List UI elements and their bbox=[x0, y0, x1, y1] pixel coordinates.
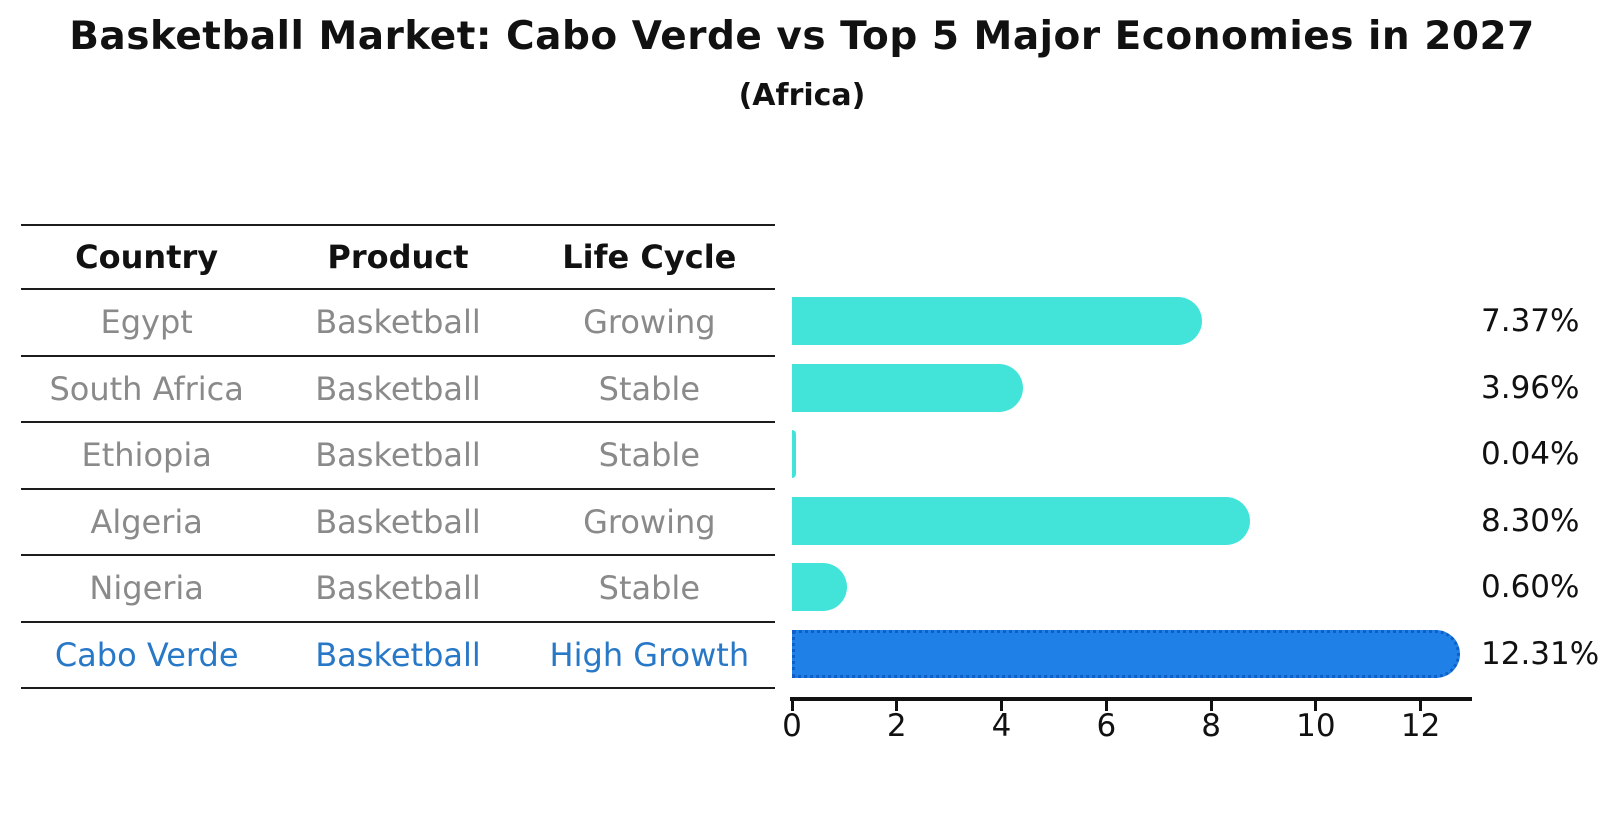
country-cell: South Africa bbox=[49, 369, 244, 408]
lifecycle-cell: Stable bbox=[598, 369, 700, 408]
table-body: Egypt Basketball Growing South Africa Basket… bbox=[21, 290, 775, 689]
value-label-nigeria: 0.60% bbox=[1481, 569, 1580, 606]
bar-egypt bbox=[792, 297, 1202, 345]
bar-south-africa bbox=[792, 363, 1024, 412]
product-cell: Basketball bbox=[315, 436, 481, 475]
table-row-nigeria: Nigeria Basketball Stable bbox=[21, 556, 775, 623]
lifecycle-cell: Growing bbox=[583, 502, 716, 541]
x-axis-tick-label-8: 8 bbox=[1201, 708, 1221, 744]
x-axis-tick-0 bbox=[790, 701, 794, 711]
product-cell: Basketball bbox=[315, 569, 481, 608]
column-header-lifecycle: Life Cycle bbox=[562, 238, 737, 276]
x-axis-tick-label-0: 0 bbox=[782, 708, 802, 744]
value-label-south-africa: 3.96% bbox=[1481, 369, 1580, 406]
value-label-egypt: 7.37% bbox=[1481, 303, 1580, 340]
country-cell: Nigeria bbox=[89, 569, 204, 608]
chart-subtitle: (Africa) bbox=[738, 78, 866, 113]
x-axis-line bbox=[790, 697, 1472, 701]
x-axis-tick-6 bbox=[1104, 701, 1108, 711]
x-axis-tick-label-6: 6 bbox=[1096, 708, 1117, 744]
table-header-row: Country Product Life Cycle bbox=[21, 226, 775, 290]
x-axis-tick-10 bbox=[1314, 701, 1318, 711]
x-axis-tick-4 bbox=[1000, 701, 1004, 711]
product-cell: Basketball bbox=[315, 303, 481, 342]
table-row-south-africa: South Africa Basketball Stable bbox=[21, 357, 775, 423]
bar-algeria bbox=[792, 496, 1251, 545]
bar-ethiopia bbox=[792, 430, 796, 478]
lifecycle-cell: High Growth bbox=[549, 635, 750, 674]
bar-plot-area bbox=[792, 288, 1472, 687]
table-row-cabo-verde: Cabo Verde Basketball High Growth bbox=[21, 623, 775, 689]
lifecycle-cell: Stable bbox=[598, 569, 700, 608]
x-axis-tick-label-10: 10 bbox=[1296, 708, 1336, 744]
x-axis-tick-8 bbox=[1209, 701, 1213, 711]
value-label-algeria: 8.30% bbox=[1481, 502, 1580, 539]
column-header-country: Country bbox=[75, 238, 219, 276]
bar-cabo-verde bbox=[792, 629, 1461, 678]
country-cell: Algeria bbox=[90, 502, 203, 541]
table-row-ethiopia: Ethiopia Basketball Stable bbox=[21, 423, 775, 490]
column-header-product: Product bbox=[327, 238, 469, 276]
lifecycle-cell: Stable bbox=[598, 436, 700, 475]
x-axis-tick-label-2: 2 bbox=[886, 708, 907, 744]
x-axis-tick-12 bbox=[1419, 701, 1423, 711]
product-cell: Basketball bbox=[315, 502, 481, 541]
value-label-cabo-verde: 12.31% bbox=[1481, 635, 1600, 672]
chart-title: Basketball Market: Cabo Verde vs Top 5 M… bbox=[69, 14, 1535, 59]
country-cell: Cabo Verde bbox=[54, 635, 239, 674]
x-axis-tick-2 bbox=[895, 701, 899, 711]
x-axis-tick-label-4: 4 bbox=[991, 708, 1012, 744]
comparison-table: Country Product Life Cycle Egypt Basketba… bbox=[21, 224, 775, 689]
bar-nigeria bbox=[792, 563, 847, 611]
table-row-algeria: Algeria Basketball Growing bbox=[21, 490, 775, 556]
value-label-ethiopia: 0.04% bbox=[1481, 436, 1580, 473]
country-cell: Egypt bbox=[100, 303, 193, 342]
lifecycle-cell: Growing bbox=[583, 303, 716, 342]
x-axis-tick-label-12: 12 bbox=[1400, 708, 1441, 744]
country-cell: Ethiopia bbox=[81, 436, 212, 475]
table-row-egypt: Egypt Basketball Growing bbox=[21, 290, 775, 357]
product-cell: Basketball bbox=[315, 635, 481, 674]
product-cell: Basketball bbox=[315, 369, 481, 408]
